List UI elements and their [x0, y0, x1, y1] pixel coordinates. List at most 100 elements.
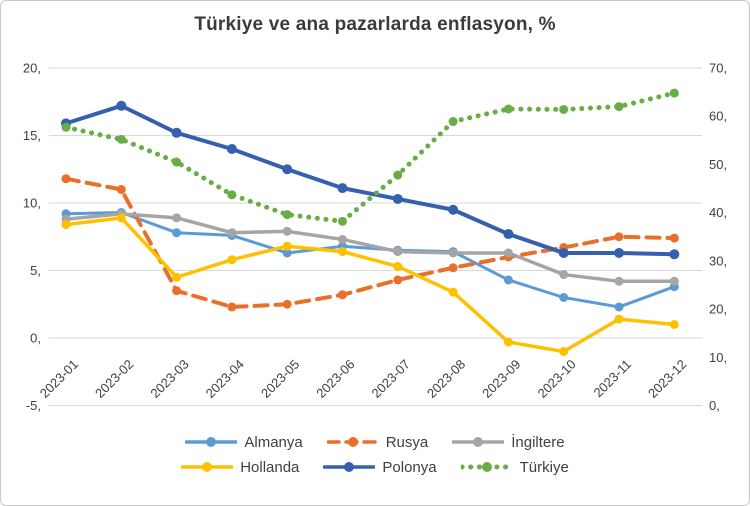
x-axis-tick-label: 2023-03	[147, 357, 191, 401]
series-line-2	[64, 212, 677, 284]
legend-swatch-icon	[181, 462, 234, 472]
data-point-marker	[282, 226, 292, 236]
data-point-marker	[116, 134, 126, 144]
data-point-marker	[669, 233, 679, 243]
data-point-marker	[282, 299, 292, 309]
legend-label: Hollanda	[240, 458, 300, 476]
data-point-marker	[448, 263, 458, 273]
data-point-marker	[614, 247, 624, 258]
data-point-marker	[559, 293, 569, 302]
data-point-marker	[61, 220, 71, 230]
y-axis-right-tick-label: 50,	[709, 157, 727, 172]
y-axis-right-tick-label: 0,	[709, 398, 720, 413]
y-axis-left-tick-label: 10,	[23, 196, 41, 211]
data-point-marker	[393, 247, 403, 257]
data-point-marker	[171, 127, 182, 138]
y-axis-right-tick-label: 70,	[709, 61, 727, 76]
y-axis-left-tick-label: 20,	[23, 61, 41, 76]
legend-label: Türkiye	[519, 458, 569, 476]
data-point-marker	[448, 204, 459, 215]
data-point-marker	[614, 302, 624, 312]
data-point-marker	[448, 287, 458, 297]
data-point-marker	[227, 228, 237, 238]
x-axis-tick-label: 2023-07	[369, 357, 413, 401]
legend-swatch-icon	[452, 437, 505, 447]
data-point-marker	[61, 174, 71, 184]
data-point-marker	[226, 144, 237, 154]
data-point-marker	[338, 290, 347, 300]
y-axis-left-tick-label: 5,	[30, 263, 41, 278]
data-point-marker	[559, 347, 569, 356]
y-axis-right-tick-label: 40,	[709, 205, 727, 220]
data-point-marker	[614, 102, 624, 112]
x-axis-tick-label: 2023-01	[37, 357, 81, 401]
chart-legend: Almanya Rusya İngiltere Hollanda Polonya Türk…	[1, 433, 749, 476]
x-axis-tick-label: 2023-08	[424, 357, 468, 401]
data-point-marker	[116, 185, 126, 194]
legend-swatch-icon	[460, 462, 513, 472]
data-point-marker	[338, 234, 347, 244]
x-axis-tick-label: 2023-05	[258, 357, 302, 401]
data-point-marker	[503, 275, 513, 285]
legend-item-0: Almanya	[185, 433, 303, 451]
legend-label: İngiltere	[511, 433, 565, 451]
series-line-0	[64, 210, 676, 309]
data-point-marker	[172, 286, 182, 296]
y-axis-right-tick-label: 10,	[709, 350, 727, 365]
data-point-marker	[338, 216, 347, 226]
x-axis-tick-label: 2023-09	[479, 357, 523, 401]
data-point-marker	[172, 157, 182, 167]
data-point-marker	[614, 232, 624, 242]
data-point-marker	[559, 104, 569, 114]
data-point-marker	[503, 229, 514, 240]
data-point-marker	[503, 248, 513, 258]
legend-item-3: Hollanda	[181, 458, 299, 476]
x-axis-tick-label: 2023-02	[92, 357, 136, 401]
y-axis-left-tick-label: 15,	[23, 128, 41, 143]
legend-label: Rusya	[385, 433, 429, 451]
data-point-marker	[393, 170, 403, 180]
data-point-marker	[116, 213, 126, 223]
y-axis-right-tick-label: 30,	[709, 253, 727, 268]
chart-title: Türkiye ve ana pazarlarda enflasyon, %	[194, 14, 556, 35]
data-point-marker	[558, 247, 569, 258]
legend-swatch-icon	[326, 437, 379, 447]
data-point-marker	[282, 248, 292, 258]
data-point-marker	[282, 164, 293, 175]
data-point-marker	[393, 261, 403, 271]
data-point-marker	[227, 190, 237, 200]
data-point-marker	[669, 276, 679, 286]
data-point-marker	[227, 255, 237, 265]
data-point-marker	[559, 270, 569, 280]
series-line-3	[64, 216, 677, 354]
data-point-marker	[61, 122, 71, 132]
data-point-marker	[669, 320, 679, 329]
data-point-marker	[338, 247, 347, 257]
y-axis-right-tick-label: 60,	[709, 109, 727, 124]
data-point-marker	[172, 228, 182, 238]
legend-item-4: Polonya	[323, 458, 437, 476]
legend-row: Hollanda Polonya Türkiye	[181, 458, 569, 476]
data-point-marker	[116, 100, 127, 111]
y-axis-left-tick-label: -5,	[26, 398, 41, 413]
legend-label: Polonya	[382, 458, 437, 476]
y-axis-left-tick-label: 0,	[30, 331, 41, 346]
x-axis-tick-label: 2023-04	[203, 357, 247, 401]
data-point-marker	[614, 314, 624, 324]
y-axis-right-tick-label: 20,	[709, 302, 727, 317]
x-axis-tick-label: 2023-10	[534, 357, 578, 401]
data-point-marker	[448, 248, 458, 258]
x-axis-tick-label: 2023-12	[645, 357, 689, 401]
data-point-marker	[448, 117, 458, 127]
data-point-marker	[172, 213, 182, 223]
data-point-marker	[282, 210, 292, 220]
data-point-marker	[282, 241, 292, 251]
legend-item-1: Rusya	[326, 433, 429, 451]
data-point-marker	[669, 88, 679, 98]
data-point-marker	[503, 104, 513, 114]
x-axis-tick-label: 2023-11	[590, 357, 634, 401]
data-point-marker	[392, 193, 403, 204]
data-point-marker	[337, 183, 348, 194]
legend-item-2: İngiltere	[452, 433, 565, 451]
